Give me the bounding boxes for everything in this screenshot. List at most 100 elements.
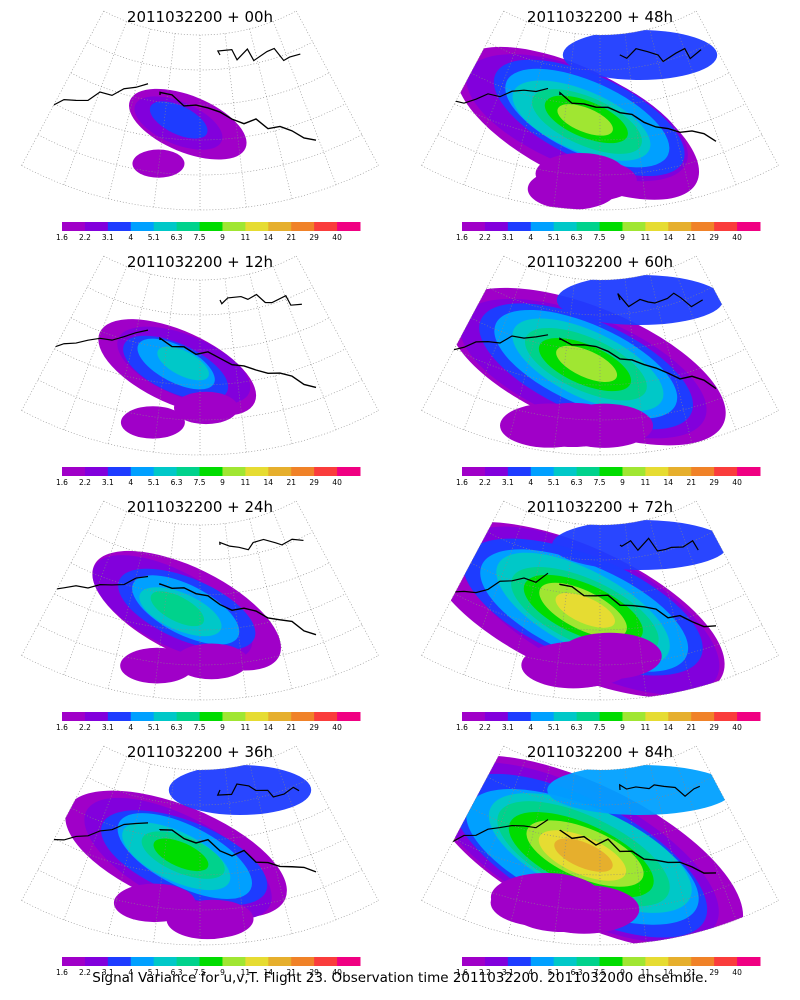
colorbar-swatch	[484, 957, 509, 966]
colorbar-label: 14	[664, 233, 674, 242]
colorbar-swatch	[245, 467, 269, 476]
longitude-line	[695, 255, 779, 411]
coastline	[159, 582, 317, 636]
longitude-line	[421, 745, 505, 901]
longitude-line	[21, 745, 105, 901]
latitude-line	[503, 255, 697, 281]
colorbar-swatch	[222, 222, 246, 231]
colorbar-swatch	[130, 712, 155, 721]
colorbar-swatch	[176, 957, 201, 966]
colorbar-swatch	[84, 957, 109, 966]
colorbar-swatch	[153, 222, 178, 231]
longitude-line	[63, 266, 127, 430]
colorbar-label: 6.3	[571, 723, 583, 732]
coastline	[619, 537, 699, 552]
colorbar-label: 5.1	[548, 723, 560, 732]
colorbar-swatch	[314, 957, 338, 966]
latitude-line	[37, 624, 363, 666]
colorbar-swatch	[737, 467, 761, 476]
colorbar-label: 7.5	[594, 723, 606, 732]
variance-contour	[153, 838, 209, 872]
map-field	[92, 550, 281, 684]
variance-patch	[528, 885, 640, 934]
colorbar-label: 7.5	[594, 478, 606, 487]
colorbar-swatch	[222, 467, 246, 476]
coastline	[559, 829, 717, 874]
colorbar-label: 2.2	[79, 478, 91, 487]
longitude-line	[507, 518, 551, 689]
coastline	[617, 292, 703, 308]
colorbar-swatch	[62, 222, 86, 231]
colorbar-label: 3.1	[102, 478, 114, 487]
longitude-line	[249, 518, 293, 689]
panel-title: 2011032200 + 24h	[127, 498, 273, 516]
latitude-line	[487, 776, 713, 806]
colorbar-swatch	[507, 712, 532, 721]
colorbar-label: 1.6	[56, 478, 68, 487]
colorbar-label: 3.1	[102, 233, 114, 242]
colorbar-swatch	[622, 712, 646, 721]
colorbar-label: 21	[686, 478, 696, 487]
longitude-line	[107, 273, 151, 444]
colorbar-label: 9	[620, 968, 625, 977]
colorbar-label: 1.6	[456, 478, 468, 487]
coastline	[619, 783, 701, 798]
colorbar-label: 5.1	[148, 968, 160, 977]
map-field	[129, 88, 247, 178]
longitude-line	[249, 28, 293, 199]
colorbar-swatch	[714, 467, 738, 476]
longitude-line	[673, 266, 737, 430]
colorbar-label: 6.3	[571, 968, 583, 977]
latitude-line	[421, 655, 779, 701]
colorbar-label: 9	[620, 723, 625, 732]
colorbar-swatch	[645, 467, 669, 476]
panel-title: 2011032200 + 60h	[527, 253, 673, 271]
colorbar-label: 29	[309, 233, 319, 242]
colorbar-swatch	[576, 222, 601, 231]
colorbar-label: 4	[128, 968, 133, 977]
colorbar-swatch	[645, 712, 669, 721]
longitude-line	[107, 518, 151, 689]
colorbar-label: 3.1	[502, 723, 514, 732]
colorbar-swatch	[245, 222, 269, 231]
colorbar-swatch	[245, 712, 269, 721]
longitude-line	[507, 273, 551, 444]
coastline	[159, 829, 317, 873]
colorbar-label: 1.6	[456, 968, 468, 977]
colorbar-swatch	[199, 712, 223, 721]
colorbar-label: 21	[286, 478, 296, 487]
longitude-line	[695, 500, 779, 656]
latitude-line	[37, 869, 363, 911]
colorbar-label: 11	[241, 478, 251, 487]
colorbar-swatch	[199, 957, 223, 966]
longitude-line	[624, 768, 647, 943]
colorbar-swatch	[737, 712, 761, 721]
colorbar-label: 11	[241, 233, 251, 242]
colorbar-label: 6.3	[171, 723, 183, 732]
colorbar-swatch	[668, 467, 692, 476]
colorbar-swatch	[153, 957, 178, 966]
colorbar-label: 3.1	[102, 723, 114, 732]
colorbar-swatch	[245, 957, 269, 966]
colorbar-swatch	[84, 222, 109, 231]
variance-contour	[150, 591, 205, 627]
colorbar-swatch	[199, 222, 223, 231]
map-field	[428, 755, 744, 945]
map-panel: 2011032200 + 84h 1.6 2.2 3.1 4 5.1 6.3 7.5 9 11 14…	[421, 743, 779, 977]
colorbar-swatch	[622, 222, 646, 231]
latitude-line	[103, 255, 297, 281]
colorbar-label: 2.2	[479, 723, 491, 732]
latitude-line	[103, 500, 297, 526]
variance-patch	[174, 643, 249, 680]
longitude-line	[463, 21, 527, 185]
colorbar-swatch	[107, 467, 132, 476]
colorbar-label: 11	[641, 478, 651, 487]
colorbar-label: 14	[264, 233, 274, 242]
colorbar-label: 9	[220, 233, 225, 242]
longitude-line	[649, 273, 693, 444]
colorbar-swatch	[737, 957, 761, 966]
latitude-line	[487, 286, 713, 316]
colorbar-swatch	[576, 957, 601, 966]
colorbar-label: 21	[686, 968, 696, 977]
longitude-line	[295, 745, 379, 901]
